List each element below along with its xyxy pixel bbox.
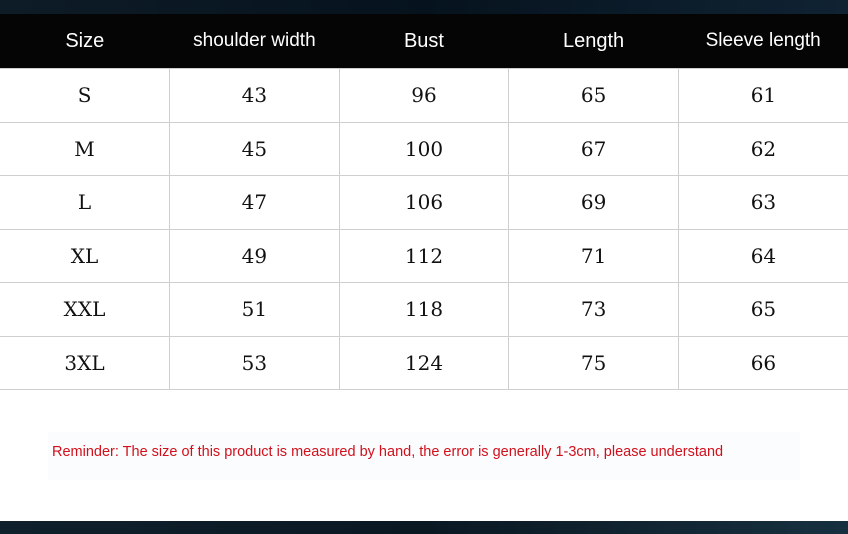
- header-length: Length: [508, 14, 679, 69]
- cell-shoulder-width: 43: [169, 68, 340, 123]
- cell-shoulder-width: 45: [169, 121, 340, 176]
- table-row: XXL 51 118 73 65: [0, 282, 848, 337]
- header-bust: Bust: [339, 14, 509, 69]
- cell-length: 71: [508, 228, 679, 283]
- cell-bust: 100: [338, 121, 510, 176]
- cell-size: 3XL: [0, 335, 171, 390]
- cell-sleeve-length: 61: [677, 68, 848, 123]
- cell-sleeve-length: 64: [677, 228, 848, 283]
- top-background-band: [0, 0, 848, 14]
- cell-bust: 124: [338, 335, 510, 390]
- header-row: Size shoulder width Bust Length Sleeve l…: [0, 14, 848, 69]
- cell-bust: 106: [338, 175, 510, 230]
- bottom-background-band: [0, 521, 848, 534]
- cell-length: 65: [508, 68, 679, 123]
- cell-size: S: [0, 68, 171, 123]
- header-sleeve-length: Sleeve length: [678, 14, 848, 69]
- cell-length: 73: [508, 282, 679, 337]
- cell-shoulder-width: 51: [169, 282, 340, 337]
- cell-sleeve-length: 63: [677, 175, 848, 230]
- header-size: Size: [0, 14, 170, 69]
- cell-length: 67: [508, 121, 679, 176]
- table-row: 3XL 53 124 75 66: [0, 335, 848, 390]
- cell-shoulder-width: 47: [169, 175, 340, 230]
- cell-bust: 96: [338, 68, 510, 123]
- cell-size: L: [0, 175, 171, 230]
- size-table: Size shoulder width Bust Length Sleeve l…: [0, 14, 848, 390]
- cell-bust: 118: [338, 282, 510, 337]
- cell-sleeve-length: 66: [677, 335, 848, 390]
- reminder-note: Reminder: The size of this product is me…: [48, 432, 800, 480]
- table-row: M 45 100 67 62: [0, 121, 848, 176]
- table-row: L 47 106 69 63: [0, 175, 848, 230]
- cell-size: XXL: [0, 282, 171, 337]
- cell-length: 69: [508, 175, 679, 230]
- header-shoulder-width: shoulder width: [169, 14, 340, 69]
- reminder-text: Reminder: The size of this product is me…: [52, 444, 724, 460]
- table-row: S 43 96 65 61: [0, 68, 848, 123]
- cell-shoulder-width: 49: [169, 228, 340, 283]
- cell-sleeve-length: 65: [677, 282, 848, 337]
- cell-shoulder-width: 53: [169, 335, 340, 390]
- cell-sleeve-length: 62: [677, 121, 848, 176]
- cell-bust: 112: [338, 228, 510, 283]
- cell-size: XL: [0, 228, 171, 283]
- cell-length: 75: [508, 335, 679, 390]
- cell-size: M: [0, 121, 171, 176]
- size-chart: Size shoulder width Bust Length Sleeve l…: [0, 14, 848, 522]
- table-row: XL 49 112 71 64: [0, 228, 848, 283]
